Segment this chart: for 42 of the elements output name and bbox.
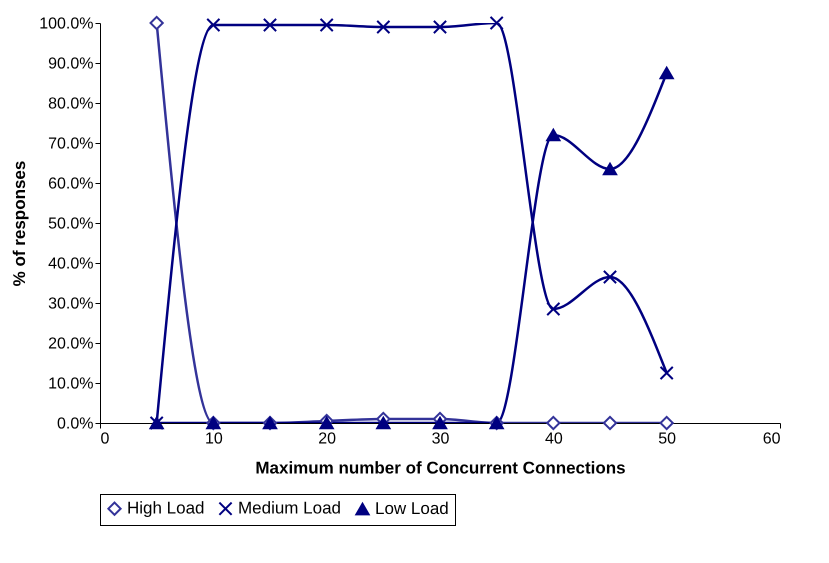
- y-tick-label: 90.0%: [48, 56, 94, 72]
- point: [376, 20, 390, 34]
- legend-label: Low Load: [375, 499, 449, 518]
- y-tick-label: 10.0%: [48, 376, 94, 392]
- y-tick-label: 40.0%: [48, 256, 94, 272]
- y-tick-label: 20.0%: [48, 336, 94, 352]
- y-axis-title: % of responses: [10, 160, 30, 286]
- legend-label: High Load: [127, 498, 205, 518]
- point: [602, 162, 618, 176]
- x-tick-label: 0: [100, 430, 110, 448]
- point: [546, 416, 560, 430]
- y-tick-label: 50.0%: [48, 216, 94, 232]
- y-tick-label: 60.0%: [48, 176, 94, 192]
- point: [546, 302, 560, 316]
- point: [376, 416, 390, 430]
- y-tick-label: 0.0%: [57, 416, 94, 432]
- point: [490, 16, 504, 30]
- point: [602, 270, 618, 284]
- point: [546, 128, 560, 142]
- x-tick-label: 40: [544, 430, 563, 448]
- y-tick-label: 100.0%: [39, 16, 94, 32]
- point: [660, 366, 674, 380]
- point: [206, 18, 220, 32]
- y-tick-label: 70.0%: [48, 136, 94, 152]
- point: [660, 416, 674, 430]
- point: [320, 18, 334, 32]
- legend-label: Medium Load: [238, 498, 342, 518]
- point: [320, 416, 334, 430]
- y-tick-label: 80.0%: [48, 96, 94, 112]
- x-tick-label: 30: [432, 430, 450, 448]
- x-tick-label: 10: [204, 430, 223, 448]
- y-tick-label: 30.0%: [48, 296, 94, 312]
- point: [432, 416, 448, 430]
- point: [150, 16, 164, 30]
- point: [432, 20, 448, 34]
- x-tick-label: 60: [762, 430, 781, 448]
- x-axis-title: Maximum number of Concurrent Connections: [255, 458, 626, 478]
- x-tick-label: 50: [658, 430, 676, 448]
- point: [602, 416, 618, 430]
- x-tick-label: 20: [318, 430, 336, 448]
- point: [660, 66, 674, 80]
- point: [262, 18, 278, 32]
